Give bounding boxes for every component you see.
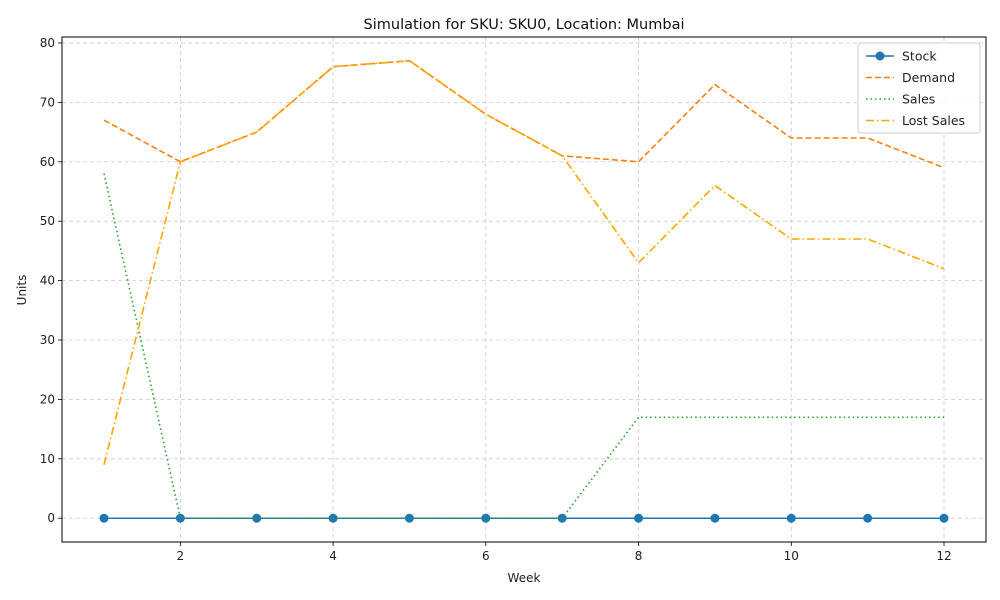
demand-line <box>103 59 945 169</box>
x-tick-label: 12 <box>936 549 951 563</box>
legend-label-lost-sales: Lost Sales <box>902 113 965 128</box>
x-tick-label: 4 <box>329 549 337 563</box>
axis-ticks: 2 4 6 8 10 12 0 10 20 30 40 50 60 70 80 <box>40 36 952 563</box>
y-tick-label: 20 <box>40 392 55 406</box>
y-tick-label: 30 <box>40 333 55 347</box>
y-tick-label: 0 <box>47 511 55 525</box>
x-tick-label: 6 <box>482 549 490 563</box>
x-axis-label: Week <box>508 571 541 585</box>
x-tick-label: 2 <box>177 549 185 563</box>
stock-point <box>786 513 796 523</box>
y-tick-label: 50 <box>40 214 55 228</box>
y-tick-label: 70 <box>40 95 55 109</box>
legend-box <box>857 42 981 134</box>
chart-title: Simulation for SKU: SKU0, Location: Mumb… <box>364 17 685 33</box>
stock-point <box>404 513 414 523</box>
x-tick-label: 10 <box>784 549 799 563</box>
series-lines <box>99 59 949 523</box>
legend-marker-stock <box>875 51 885 61</box>
stock-point <box>634 513 644 523</box>
legend-label-demand: Demand <box>902 70 955 85</box>
x-tick-label: 8 <box>635 549 643 563</box>
legend: Stock Demand Sales Lost Sales <box>857 42 981 134</box>
stock-point <box>863 513 873 523</box>
y-tick-label: 40 <box>40 274 55 288</box>
stock-point <box>939 513 949 523</box>
stock-point <box>328 513 338 523</box>
sales-line <box>103 173 944 520</box>
y-tick-label: 10 <box>40 452 55 466</box>
legend-label-sales: Sales <box>902 92 935 107</box>
plot-frame <box>61 36 987 543</box>
stock-point <box>252 513 262 523</box>
y-axis-label: Units <box>15 275 29 306</box>
stock-point <box>710 513 720 523</box>
stock-point <box>99 513 109 523</box>
stock-point <box>175 513 185 523</box>
y-tick-label: 60 <box>40 155 55 169</box>
y-tick-label: 80 <box>40 36 55 50</box>
legend-label-stock: Stock <box>902 49 937 64</box>
